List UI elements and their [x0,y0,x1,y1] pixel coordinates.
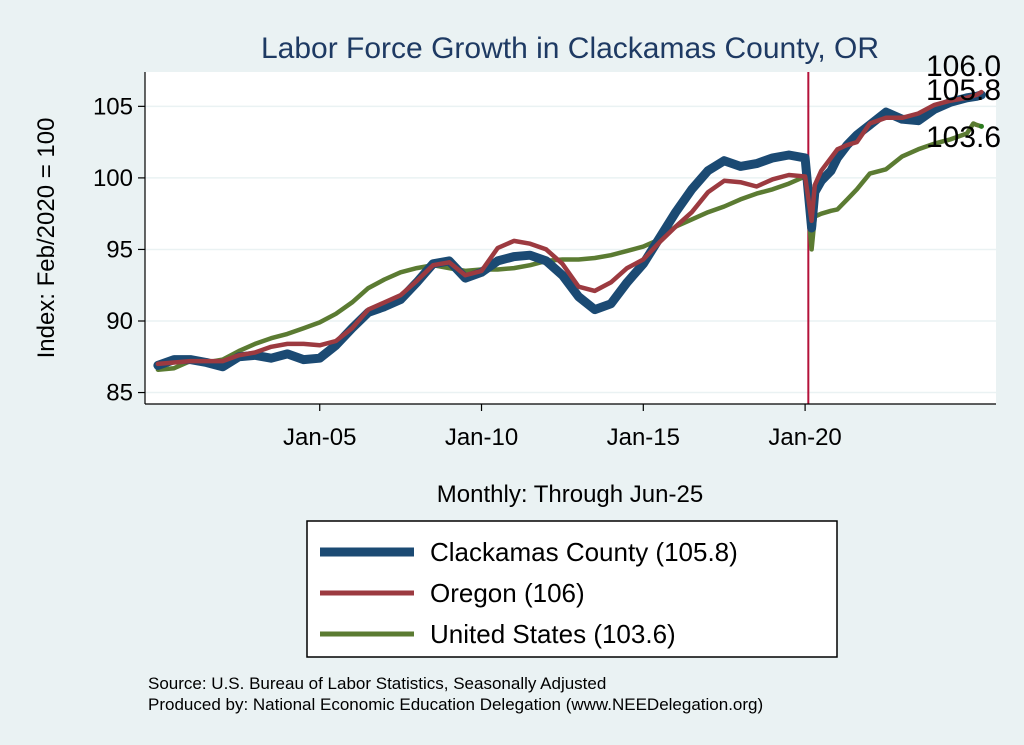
end-point-marker [978,123,984,129]
x-tick-label: Jan-10 [445,424,518,451]
x-tick-label: Jan-20 [768,424,841,451]
plot-area [145,72,996,404]
x-tick-label: Jan-15 [607,424,680,451]
y-tick-label: 95 [106,236,133,263]
series-lines [153,89,986,372]
y-tick-label: 90 [106,308,133,335]
series-line [153,90,986,372]
chart-title: Labor Force Growth in Clackamas County, … [261,32,879,65]
producer-note: Produced by: National Economic Education… [148,695,763,714]
legend-label: Oregon (106) [430,578,585,608]
x-axis: Jan-05 Jan-10 Jan-15 Jan-20 [283,404,842,451]
x-axis-label: Monthly: Through Jun-25 [437,481,703,508]
legend-label: United States (103.6) [430,619,676,649]
y-tick-label: 85 [106,380,133,407]
series-line [155,121,984,372]
y-tick-label: 105 [93,93,133,120]
y-axis-label: Index: Feb/2020 = 100 [33,118,60,359]
legend-label: Clackamas County (105.8) [430,537,738,567]
series-line [155,89,984,367]
end-value-label: 103.6 [926,121,1001,154]
y-tick-label: 100 [93,165,133,192]
end-value-label: 106.0 [926,50,1001,83]
y-axis: 85 90 95 100 105 [93,93,145,407]
source-note: Source: U.S. Bureau of Labor Statistics,… [148,674,606,693]
end-value-label: 105.8 [926,74,1001,107]
x-tick-label: Jan-05 [283,424,356,451]
legend: Clackamas County (105.8) Oregon (106) Unit… [320,537,738,649]
gridlines [145,105,996,394]
